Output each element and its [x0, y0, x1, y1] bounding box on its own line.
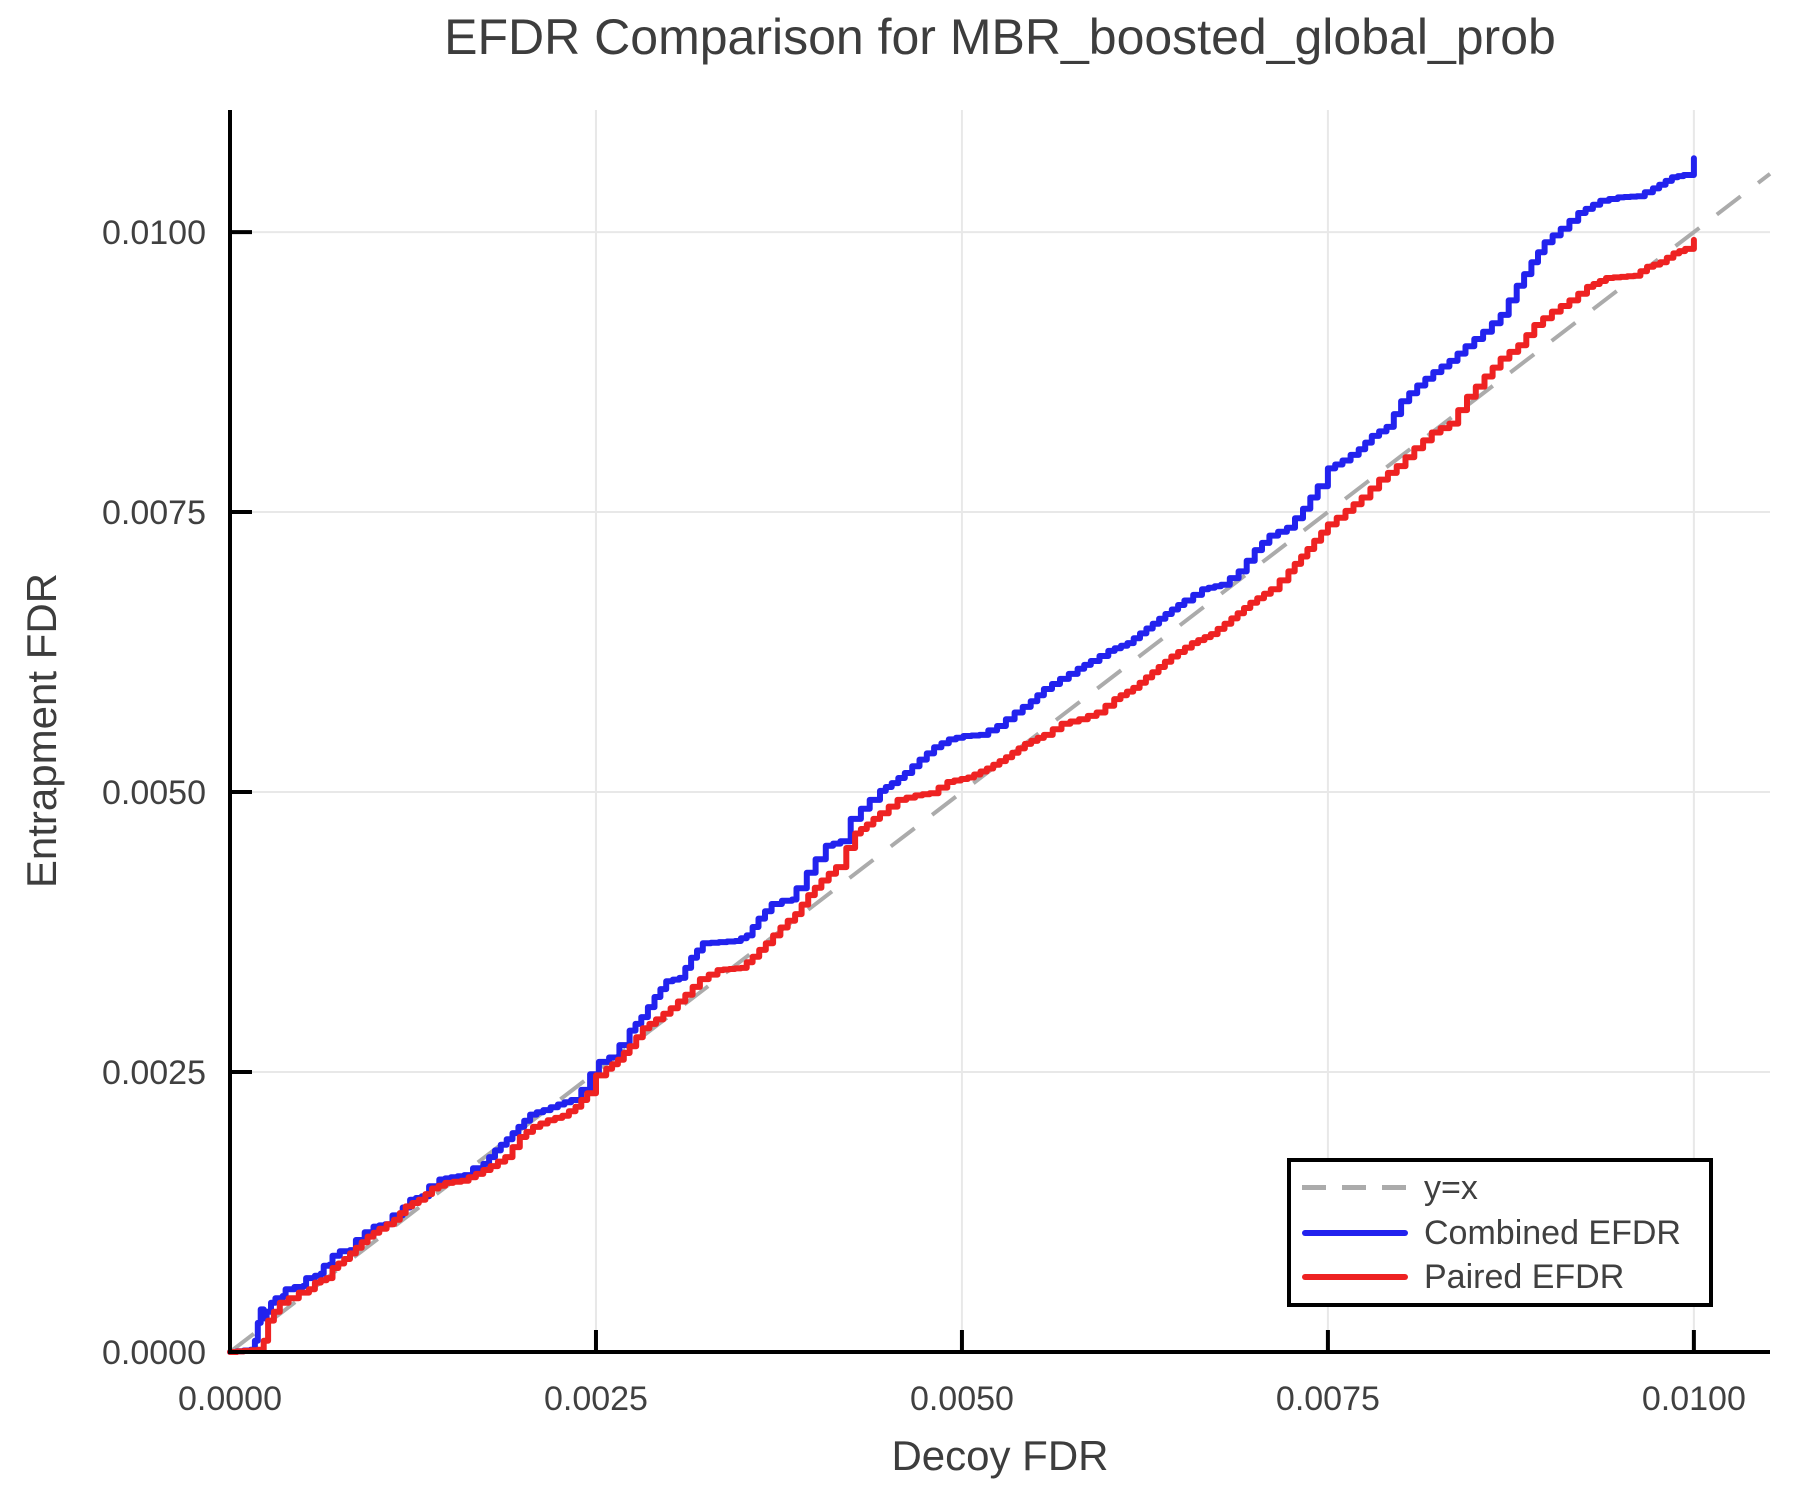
y-axis-label: Entrapment FDR — [18, 573, 65, 889]
x-tick-label: 0.0075 — [1276, 1380, 1380, 1418]
y-tick-label: 0.0100 — [102, 214, 206, 252]
x-tick-label: 0.0000 — [178, 1380, 282, 1418]
paired-efdr-line — [227, 236, 1697, 1355]
legend-label-combined: Combined EFDR — [1424, 1213, 1681, 1252]
y-tick-label: 0.0000 — [102, 1334, 206, 1372]
x-axis-label: Decoy FDR — [891, 1432, 1109, 1479]
combined-efdr-line-sample — [1302, 1229, 1408, 1236]
x-tick-label: 0.0050 — [910, 1380, 1014, 1418]
paired-efdr-line-sample — [1302, 1274, 1408, 1281]
y-tick-label: 0.0050 — [102, 774, 206, 812]
x-tick-label: 0.0025 — [544, 1380, 648, 1418]
chart-title: EFDR Comparison for MBR_boosted_global_p… — [444, 9, 1556, 65]
legend-label-identity: y=x — [1424, 1168, 1478, 1207]
legend: y=x Combined EFDR Paired EFDR — [1287, 1158, 1713, 1307]
y-tick-label: 0.0075 — [102, 494, 206, 532]
y-tick-label: 0.0025 — [102, 1054, 206, 1092]
legend-label-paired: Paired EFDR — [1424, 1258, 1625, 1297]
legend-item-paired: Paired EFDR — [1302, 1258, 1709, 1296]
y-axis-label-wrap: Entrapment FDR — [0, 110, 84, 1352]
legend-item-identity: y=x — [1302, 1169, 1709, 1207]
x-tick-label: 0.0100 — [1642, 1380, 1746, 1418]
identity-line-sample — [1302, 1185, 1408, 1191]
legend-item-combined: Combined EFDR — [1302, 1214, 1709, 1252]
